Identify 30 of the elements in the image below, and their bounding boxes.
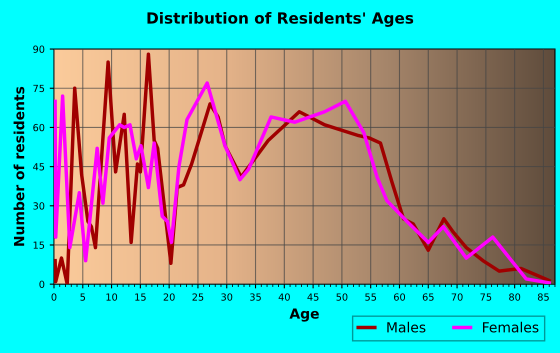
x-tick-label: 25 [192,293,204,301]
x-axis-title: Age [289,308,319,322]
x-tick-label: 70 [452,293,463,301]
y-tick-label: 60 [33,124,44,132]
x-tick-label: 20 [164,293,175,301]
y-axis-title: Number of residents [14,86,24,246]
x-tick-label: 45 [307,293,318,301]
y-tick-label: 15 [34,242,44,249]
y-tick-label: 90 [33,46,44,53]
x-tick-label: 40 [278,293,290,301]
x-tick-label: 60 [394,293,406,301]
x-tick-label: 0 [52,293,56,301]
x-tick-label: 15 [135,293,146,301]
y-tick-label: 30 [33,202,44,210]
x-tick-label: 75 [480,293,492,301]
y-tick-label: 45 [33,163,44,170]
legend-label: Females [483,322,538,333]
x-tick-label: 55 [365,293,376,301]
x-tick-label: 10 [106,293,118,301]
x-tick-label: 65 [422,293,434,301]
x-tick-label: 85 [538,293,549,301]
x-tick-label: 80 [509,293,520,301]
x-tick-label: 50 [336,293,348,301]
x-tick-label: 30 [221,293,232,301]
y-tick-label: 0 [39,280,44,288]
chart-title: Distribution of Residents' Ages [147,12,414,27]
x-tick-label: 35 [250,293,261,301]
y-tick-label: 75 [33,84,44,92]
legend-label: Males [387,322,426,333]
x-tick-label: 5 [80,293,86,301]
